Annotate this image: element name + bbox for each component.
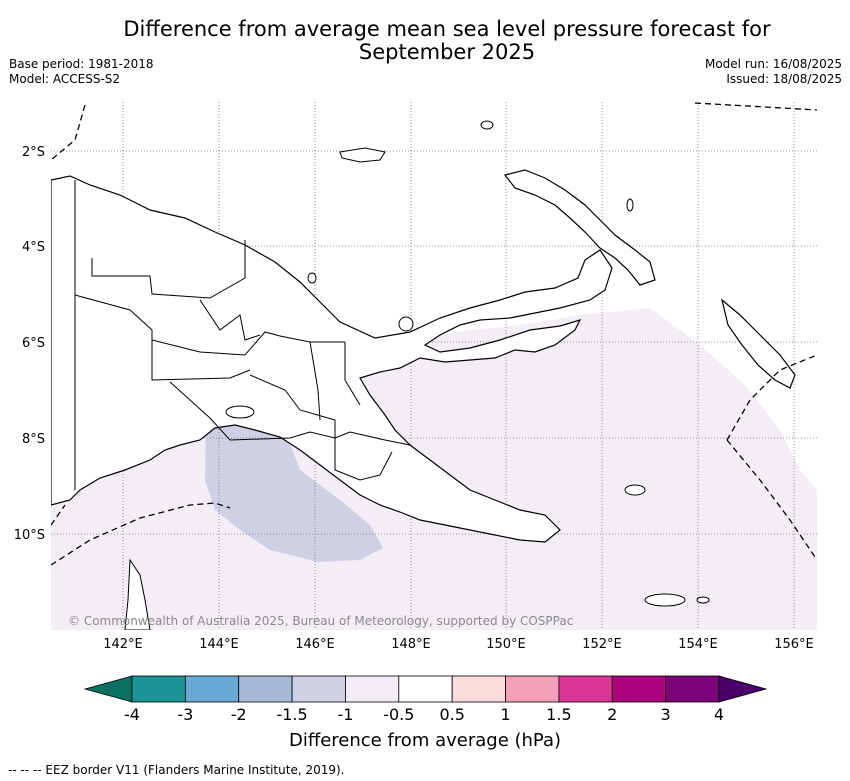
lat-label-2s: 2°S [22, 145, 45, 160]
lon-label-142e: 142°E [103, 637, 143, 652]
lat-label-6s: 6°S [22, 336, 45, 351]
new-guinea-landmass [51, 175, 613, 543]
map-area [51, 102, 817, 630]
copyright-text: © Commonwealth of Australia 2025, Bureau… [68, 614, 574, 628]
colorbar-segment [398, 675, 453, 703]
colorbar-extend-low [83, 675, 133, 703]
colorbar-tick-label: -1 [337, 705, 354, 724]
eez-borders [51, 102, 817, 566]
colorbar-tick-label: -1.5 [276, 705, 308, 724]
lat-axis-labels: 2°S 4°S 6°S 8°S 10°S [14, 145, 45, 543]
map-title: Difference from average mean sea level p… [0, 18, 850, 64]
base-period: Base period: 1981-2018 [9, 57, 154, 71]
title-line-1: Difference from average mean sea level p… [123, 17, 771, 41]
title-line-2: September 2025 [358, 40, 536, 64]
lon-label-146e: 146°E [295, 637, 335, 652]
model-name: Model: ACCESS-S2 [9, 72, 121, 86]
lat-label-10s: 10°S [14, 528, 45, 543]
lat-label-4s: 4°S [22, 240, 45, 255]
colorbar-segment [184, 675, 240, 703]
meta-right: Model run: 16/08/2025 Issued: 18/08/2025 [705, 57, 842, 87]
colorbar-tick-label: 1.5 [546, 705, 572, 724]
colorbar-segment [611, 675, 667, 703]
colorbar-tick-label: 1 [500, 705, 511, 724]
colorbar-segment [665, 675, 720, 703]
lon-label-154e: 154°E [678, 637, 718, 652]
lat-label-8s: 8°S [22, 432, 45, 447]
issued-date: Issued: 18/08/2025 [726, 72, 842, 86]
colorbar-tick-label: 2 [607, 705, 618, 724]
colorbar-tick-label: 4 [713, 705, 725, 724]
new-ireland-island [339, 147, 386, 163]
bougainville-island [720, 298, 796, 389]
colorbar-segment [238, 675, 293, 703]
lon-label-156e: 156°E [774, 637, 814, 652]
colorbar-segment [505, 675, 560, 703]
colorbar-segment [558, 675, 613, 703]
colorbar-tick-label: 3 [660, 705, 671, 724]
meta-left: Base period: 1981-2018 Model: ACCESS-S2 [9, 57, 154, 87]
anomaly-region-moderate [205, 418, 383, 562]
cape-york-coast [124, 558, 151, 630]
colorbar-title: Difference from average (hPa) [288, 730, 562, 751]
small-islands [225, 120, 710, 607]
colorbar-extend-high [718, 675, 768, 703]
colorbar-tick-label: -3 [177, 705, 194, 724]
new-britain-island [503, 169, 656, 286]
colorbar-segment [345, 675, 400, 703]
province-borders [74, 180, 411, 490]
model-run: Model run: 16/08/2025 [704, 57, 842, 71]
colorbar-tick-label: -0.5 [383, 705, 415, 724]
colorbar-tick-label: -2 [230, 705, 247, 724]
colorbar-tick-label: -4 [124, 705, 140, 724]
colorbar-segment [451, 675, 506, 703]
lon-label-148e: 148°E [391, 637, 431, 652]
colorbar-segment [131, 675, 186, 703]
colorbar [83, 675, 768, 703]
lon-axis-labels: 142°E 144°E 146°E 148°E 150°E 152°E 154°… [103, 637, 814, 652]
lon-label-144e: 144°E [199, 637, 239, 652]
colorbar-tick-label: 0.5 [439, 705, 465, 724]
eez-footnote: -- -- -- EEZ border V11 (Flanders Marine… [8, 763, 345, 777]
lon-label-152e: 152°E [582, 637, 622, 652]
lon-label-150e: 150°E [486, 637, 526, 652]
colorbar-segment [291, 675, 346, 703]
